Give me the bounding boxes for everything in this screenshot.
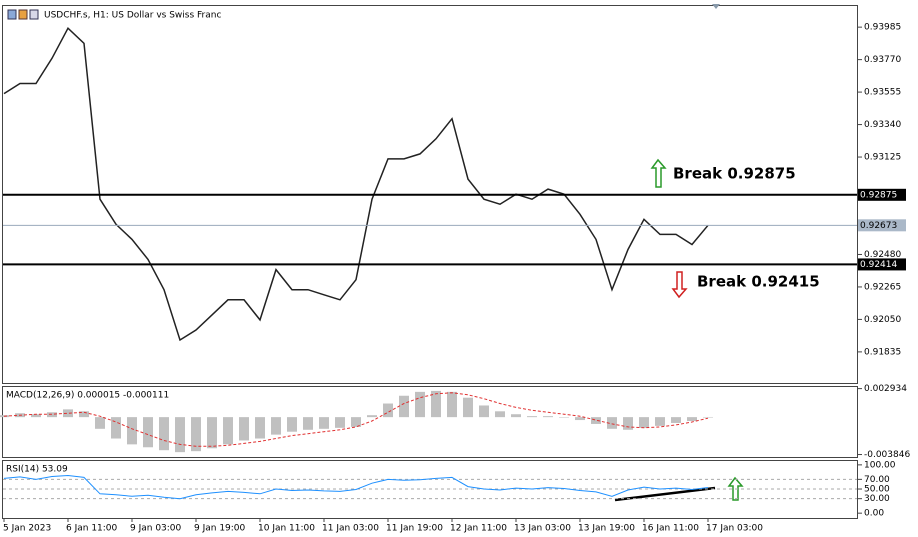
annotation: Break 0.92875	[673, 165, 796, 183]
window-icons	[7, 9, 39, 20]
shift-marker	[712, 4, 720, 9]
macd-bar	[303, 417, 313, 430]
y-tick-label: 50.00	[864, 485, 890, 495]
macd-bar	[143, 417, 153, 448]
y-tick-label: 100.00	[864, 460, 896, 470]
macd-bar	[703, 416, 713, 418]
macd-bar	[383, 403, 393, 418]
macd-bar	[255, 417, 265, 439]
macd-bar	[31, 414, 41, 418]
price-line	[3, 474, 709, 500]
macd-bar	[367, 415, 377, 418]
x-tick-label: 13 Jan 19:00	[578, 524, 635, 534]
x-tick-label: 13 Jan 03:00	[514, 524, 571, 534]
y-tick-label: 70.00	[864, 475, 890, 485]
macd-bar	[351, 417, 361, 427]
macd-bar	[399, 395, 409, 418]
macd-bar	[319, 417, 329, 429]
annotation: Break 0.92415	[697, 273, 820, 291]
x-tick-label: 11 Jan 19:00	[386, 524, 443, 534]
macd-bar	[575, 417, 585, 421]
x-tick-label: 10 Jan 11:00	[258, 524, 315, 534]
x-tick-label: 5 Jan 2023	[3, 524, 51, 534]
macd-bar	[191, 417, 201, 452]
y-tick-label: 0.92050	[864, 315, 901, 325]
macd-bar	[543, 416, 553, 418]
macd-bar	[175, 417, 185, 453]
y-tick-label: 0.93770	[864, 55, 901, 65]
macd-bar	[271, 417, 281, 435]
macd-bar	[639, 417, 649, 428]
y-tick-label: 0.92265	[864, 282, 901, 292]
y-tick-label: 0.00	[864, 509, 884, 519]
macd-bar	[111, 417, 121, 439]
macd-bar	[495, 411, 505, 418]
macd-bar	[447, 391, 457, 418]
x-tick-label: 12 Jan 11:00	[450, 524, 507, 534]
x-tick-label: 17 Jan 03:00	[706, 524, 763, 534]
macd-title: MACD(12,26,9) 0.000015 -0.000111	[6, 391, 169, 401]
level-label: 0.92875	[860, 190, 897, 200]
y-tick-label: 0.91835	[864, 347, 901, 357]
rsi-title: RSI(14) 53.09	[6, 465, 68, 475]
macd-bar	[47, 412, 57, 418]
trend-line	[614, 486, 716, 502]
macd-panel	[2, 386, 858, 458]
macd-bar	[239, 417, 249, 441]
macd-bar	[559, 417, 569, 418]
macd-bar	[623, 417, 633, 430]
macd-bar	[207, 417, 217, 449]
macd-bar	[527, 416, 537, 418]
x-tick-label: 16 Jan 11:00	[642, 524, 699, 534]
macd-bar	[655, 417, 665, 426]
macd-bar	[607, 417, 617, 429]
macd-bar	[159, 417, 169, 451]
macd-bar	[287, 417, 297, 432]
macd-bar	[127, 417, 137, 445]
current-price-label: 0.92673	[860, 221, 897, 231]
level-box	[858, 188, 906, 201]
up-arrow	[650, 158, 667, 188]
chart-title: USDCHF.s, H1: US Dollar vs Swiss Franc	[44, 11, 221, 21]
y-tick-label: 0.002934	[864, 384, 907, 394]
x-tick-label: 9 Jan 19:00	[194, 524, 246, 534]
y-tick-label: 0.93125	[864, 153, 901, 163]
y-tick-label: 0.93985	[864, 23, 901, 33]
x-tick-label: 9 Jan 03:00	[130, 524, 182, 534]
x-tick-label: 6 Jan 11:00	[66, 524, 118, 534]
rsi-panel	[2, 460, 858, 519]
macd-bar	[671, 417, 681, 423]
y-tick-label: 0.92480	[864, 250, 901, 260]
macd-bar	[687, 417, 697, 422]
macd-bar	[63, 409, 73, 418]
macd-bar	[223, 417, 233, 445]
macd-bar	[415, 391, 425, 418]
macd-bar	[511, 414, 521, 418]
current-price-box	[858, 219, 906, 232]
level-box	[858, 258, 906, 271]
macd-bar	[431, 390, 441, 418]
x-tick-label: 11 Jan 03:00	[322, 524, 379, 534]
down-arrow	[671, 271, 688, 299]
macd-bar	[463, 397, 473, 418]
macd-bar	[95, 417, 105, 429]
macd-bar	[591, 417, 601, 424]
macd-bar	[79, 411, 89, 418]
y-tick-label: 0.93555	[864, 88, 901, 98]
y-tick-label: 0.93340	[864, 120, 901, 130]
main-panel	[2, 5, 858, 384]
macd-bar	[479, 405, 489, 418]
macd-bar	[335, 417, 345, 428]
level-label: 0.92414	[860, 260, 897, 270]
price-line	[3, 26, 709, 342]
y-tick-label: 30.00	[864, 494, 890, 504]
y-tick-label: -0.003846	[864, 450, 910, 460]
